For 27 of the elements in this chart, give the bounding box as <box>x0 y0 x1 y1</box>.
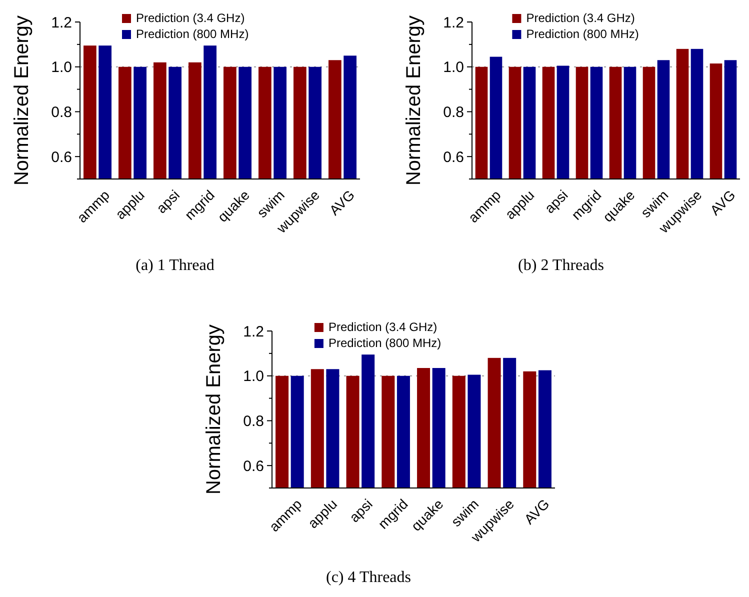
y-tick-label: 0.6 <box>51 148 72 166</box>
y-tick-label: 1.2 <box>443 14 464 32</box>
x-tick-label: apsi <box>153 186 183 216</box>
y-tick-label: 1.0 <box>51 59 72 76</box>
legend-label: Prediction (3.4 GHz) <box>136 11 245 26</box>
legend-label: Prediction (800 MHz) <box>328 336 442 350</box>
y-tick-label: 0.8 <box>243 412 264 430</box>
y-tick-label: 1.0 <box>443 59 464 76</box>
x-tick-label: apsi <box>541 186 571 216</box>
y-tick-label: 1.2 <box>243 323 264 340</box>
legend-label: Prediction (3.4 GHz) <box>328 320 438 334</box>
text: (c) 4 Threads <box>326 569 411 586</box>
text: (b) 2 Threads <box>518 257 604 274</box>
y-tick-label: 0.8 <box>51 104 72 121</box>
legend-label: Prediction (800 MHz) <box>136 27 249 42</box>
y-tick-label: 1.2 <box>51 14 72 32</box>
y-tick-label: 0.8 <box>443 104 464 121</box>
legend-label: Prediction (3.4 GHz) <box>526 11 635 26</box>
y-axis-title: Normalized Energy <box>11 15 33 186</box>
y-tick-label: 1.0 <box>243 368 264 386</box>
text: (a) 1 Thread <box>136 257 214 274</box>
y-tick-label: 0.6 <box>243 458 264 475</box>
x-tick-label: apsi <box>346 496 376 526</box>
legend-label: Prediction (800 MHz) <box>526 27 639 42</box>
y-axis-title: Normalized Energy <box>403 15 425 186</box>
y-tick-label: 0.6 <box>443 148 464 166</box>
y-axis-title: Normalized Energy <box>203 324 225 495</box>
